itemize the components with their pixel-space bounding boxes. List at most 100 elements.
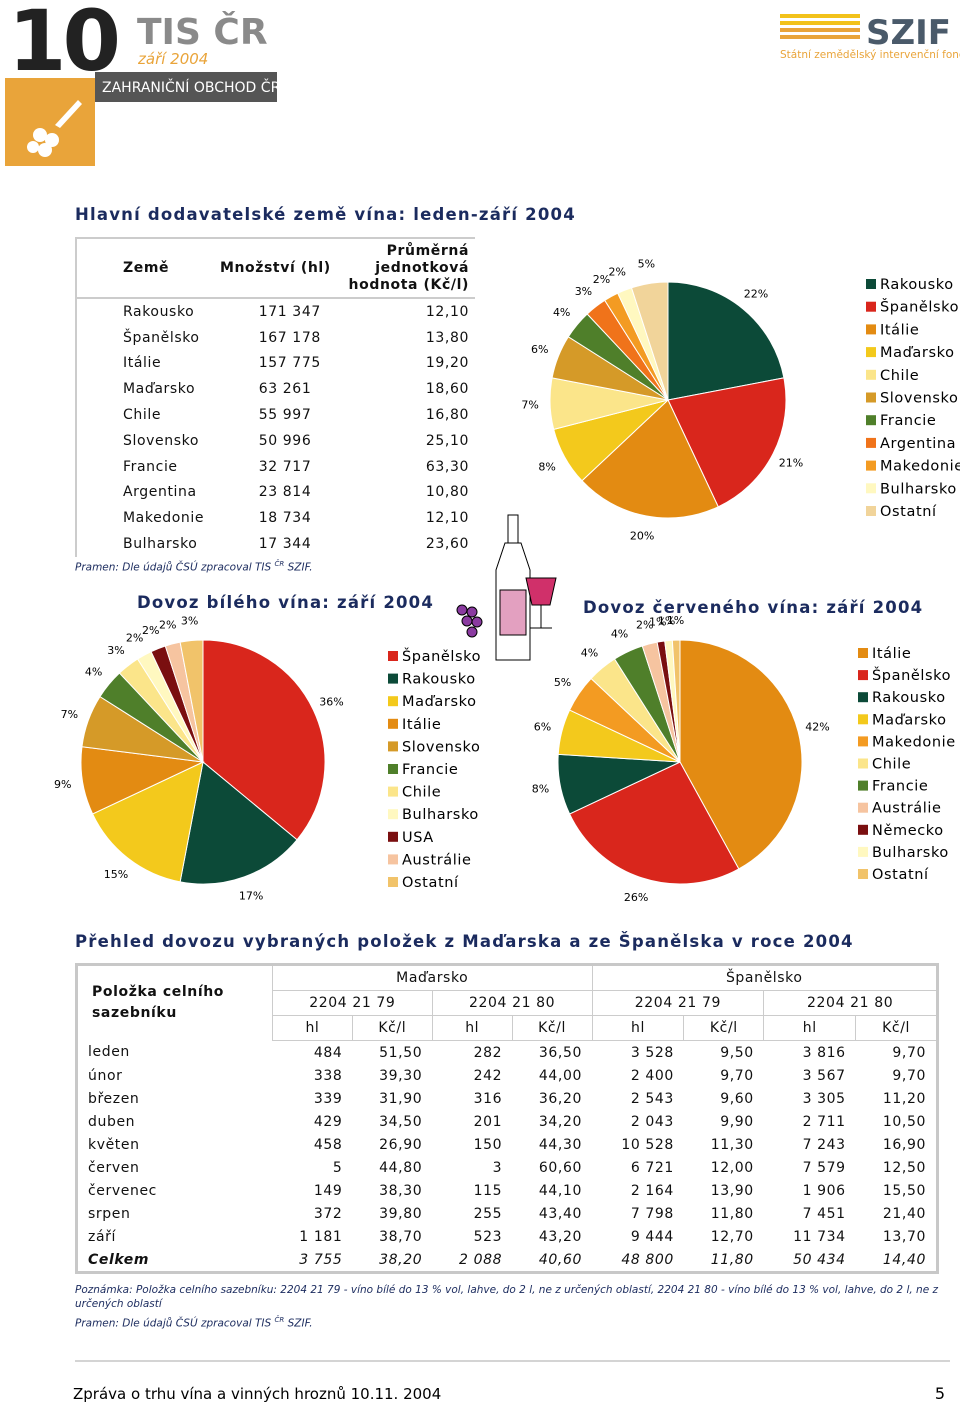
source-sup: ČR [274,560,285,568]
country-header: Španělsko [591,964,938,991]
table-cell: 1 906 [802,1182,846,1199]
table-cell: 3 528 [630,1044,674,1061]
table-row: únor 338 39,30 242 44,00 2 400 9,70 3 567 9,70 [77,1064,938,1087]
row-header: Položka celního sazebníku [92,984,225,1022]
legend-label: Německo [872,823,944,839]
total-cell: 14,40 [882,1251,926,1268]
legend-label: Bulharsko [402,807,479,823]
table-cell: leden [88,1044,130,1061]
legend-label: Rakousko [880,277,954,293]
table-cell: 16,90 [882,1136,926,1153]
table-cell: 13,90 [710,1182,754,1199]
table-cell: 458 [313,1136,343,1153]
legend-swatch [388,718,398,729]
legend-label: Itálie [880,322,919,338]
slice-label: 8% [532,783,549,796]
legend-label: Bulharsko [880,481,957,497]
slice-label: 1% [667,614,684,627]
legend-swatch [866,279,876,289]
slice-label: 1% [649,616,666,629]
table-cell: 13,70 [882,1228,926,1245]
pie-slice [671,639,681,763]
section-title: Hlavní dodavatelské země vína: leden-zář… [75,205,576,224]
table-cell: 167 178 [258,329,321,346]
table-row: srpen 372 39,80 255 43,40 7 798 11,80 7 451 21,4… [77,1202,938,1225]
slice-label: 2% [636,618,653,631]
logo: SZIF [866,13,951,53]
source-text: SZIF. [287,561,313,574]
table-row: Makedonie 18 734 12,10 [76,505,475,531]
table-cell: 23,60 [425,536,469,553]
table-row: Maďarsko 63 261 18,60 [76,376,475,402]
table-cell: 2 711 [802,1113,846,1130]
table-cell: 3 816 [802,1044,846,1061]
slice-label: 42% [805,721,829,734]
source: Pramen: Dle údajů ČSÚ zpracoval TIS ČR S… [75,1316,313,1330]
slice-label: 21% [779,457,803,470]
table-cell: 23 814 [258,484,312,501]
pie-slice [202,639,326,841]
legend-label: USA [402,830,434,846]
unit-header: Kč/l [351,1015,433,1041]
table-cell: 39,30 [379,1067,423,1084]
pie-slice [679,639,803,870]
total-cell: 40,60 [538,1251,582,1268]
table-cell: Slovensko [123,432,199,449]
legend-swatch [858,824,868,835]
table-cell: 9,70 [892,1044,926,1061]
slice-label: 22% [744,288,768,301]
table-cell: 44,10 [538,1182,582,1199]
table-cell: 13,80 [425,329,469,346]
table-cell: 2 164 [630,1182,674,1199]
legend-swatch [866,301,876,312]
slice-label: 7% [521,398,538,411]
legend-swatch [858,648,868,658]
table-cell: Itálie [123,355,162,372]
pie-slice [667,281,785,401]
legend-swatch [866,460,876,471]
column-header: Země [76,237,213,299]
slice-label: 15% [104,868,128,881]
legend-swatch [858,802,868,813]
legend-label: Španělsko [872,666,951,684]
legend-label: Rakousko [402,672,476,688]
table-cell: 26,90 [379,1136,423,1153]
legend-swatch [388,831,398,842]
table-cell: Francie [123,458,178,475]
table-cell: 43,40 [538,1205,582,1222]
legend-label: Ostatní [402,875,459,891]
pie-slice [179,639,204,763]
table-row: červenec 149 38,30 115 44,10 2 164 13,90 1 906 1… [77,1179,938,1202]
section: ZAHRANIČNÍ OBCHOD ČR [102,78,281,96]
table-cell: 339 [313,1090,343,1107]
unit-header: hl [272,1015,353,1041]
table-cell: Chile [123,407,162,424]
slice-label: 3% [181,615,198,628]
unit-header: hl [431,1015,513,1041]
table-cell: 63 261 [258,381,312,398]
table-cell: Španělsko [123,329,200,346]
legend-swatch [388,764,398,774]
note: Poznámka: Položka celního sazebníku: 220… [75,1284,939,1310]
table-cell: 3 [492,1159,503,1176]
legend-label: Francie [880,413,936,429]
table-cell: 7 451 [802,1205,846,1222]
table-cell: 34,20 [538,1113,582,1130]
legend-swatch [866,415,876,426]
legend-label: Slovensko [402,739,481,755]
table-cell: 3 305 [802,1090,846,1107]
chart-title: Dovoz bílého vína: září 2004 [137,593,434,612]
table-cell: květen [88,1136,140,1153]
slice-label: 4% [85,665,102,678]
slice-label: 2% [608,266,625,279]
legend-label: Argentina [880,436,956,452]
legend-label: Francie [402,762,458,778]
legend-label: Itálie [402,717,441,733]
slice-label: 3% [107,644,124,657]
column-header: Průměrná jednotková hodnota (Kč/l) [338,237,475,299]
table-cell: 523 [473,1228,503,1245]
table-cell: 16,80 [425,407,469,424]
source-text: Pramen: Dle údajů ČSÚ zpracoval TIS [75,561,272,574]
legend-swatch [858,736,868,747]
